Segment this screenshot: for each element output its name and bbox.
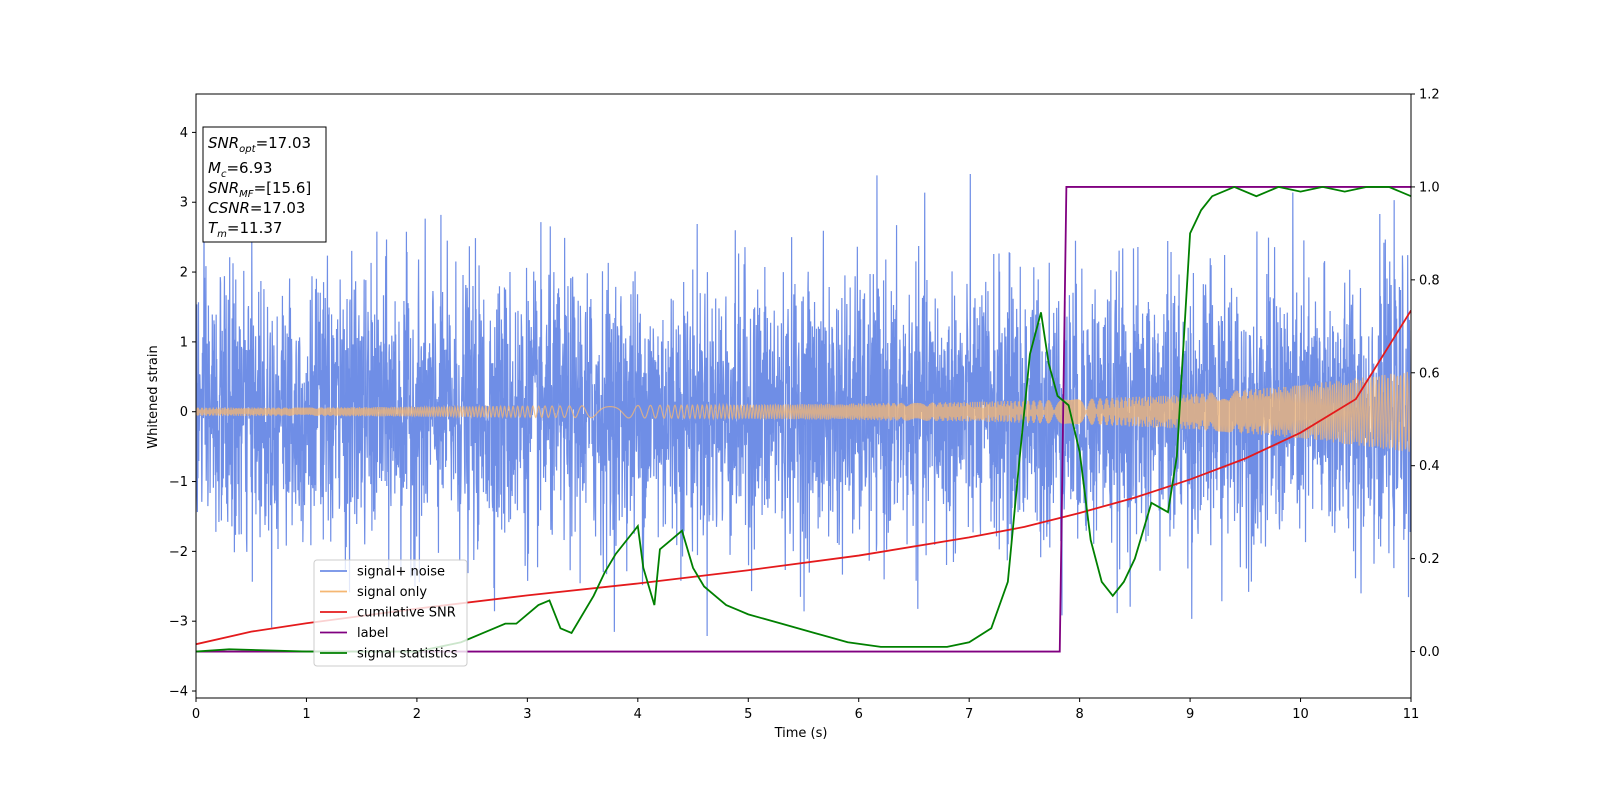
y-right-tick-label: 0.6	[1419, 366, 1440, 381]
y-left-tick-label: 2	[180, 266, 188, 281]
y-right-axis-ticks: 0.0 0.2 0.4 0.6 0.8 1.0 1.2	[1411, 88, 1440, 660]
legend: signal+ noise signal only cumilative SNR la…	[313, 559, 468, 667]
y-left-tick-label: 0	[180, 405, 188, 420]
y-axis-label: Whitened strain	[146, 345, 161, 448]
y-left-tick-label: −4	[169, 685, 188, 700]
y-right-tick-label: 0.8	[1419, 273, 1440, 288]
annotation-line: Tm=11.37	[208, 219, 282, 240]
y-left-tick-label: 4	[180, 126, 188, 141]
x-tick-label: 3	[523, 707, 531, 722]
y-left-axis-ticks: −4 −3 −2 −1 0 1 2 3 4	[169, 126, 196, 700]
annotation-line: Mc=6.93	[208, 159, 272, 180]
x-tick-label: 0	[192, 707, 200, 722]
x-tick-label: 1	[302, 707, 310, 722]
y-right-tick-label: 0.2	[1419, 552, 1440, 567]
x-tick-label: 11	[1403, 707, 1420, 722]
y-left-tick-label: 3	[180, 196, 188, 211]
plot-frame	[195, 93, 1412, 699]
series-layer	[196, 173, 1411, 653]
series-label-line	[196, 186, 1411, 653]
annotation-line: CSNR=17.03	[208, 199, 305, 217]
x-tick-label: 5	[744, 707, 752, 722]
legend-entry-label: signal+ noise	[357, 565, 445, 580]
y-left-tick-label: 1	[180, 335, 188, 350]
series-signal-noise-line	[196, 173, 1411, 637]
x-tick-label: 10	[1292, 707, 1309, 722]
annotation-line: SNRopt=17.03	[208, 134, 311, 155]
legend-entry-label: label	[357, 626, 388, 641]
series-signal-only-line	[196, 371, 1411, 452]
x-tick-label: 7	[965, 707, 973, 722]
x-tick-label: 9	[1186, 707, 1194, 722]
x-axis-ticks: 0 1 2 3 4 5 6 7 8 9 10 11	[192, 698, 1419, 722]
y-left-tick-label: −1	[169, 475, 188, 490]
series-signal-statistics-line	[196, 185, 1411, 653]
y-right-tick-label: 1.2	[1419, 88, 1440, 103]
legend-entry-label: cumilative SNR	[357, 606, 456, 621]
y-left-tick-label: −3	[169, 615, 188, 630]
x-axis-label: Time (s)	[774, 726, 828, 741]
legend-entry-label: signal only	[357, 585, 427, 600]
y-right-tick-label: 1.0	[1419, 180, 1440, 195]
annotation-frame	[202, 126, 327, 243]
x-tick-label: 8	[1075, 707, 1083, 722]
legend-entry-label: signal statistics	[357, 647, 458, 662]
x-tick-label: 4	[634, 707, 642, 722]
x-tick-label: 2	[413, 707, 421, 722]
y-right-tick-label: 0.4	[1419, 459, 1440, 474]
legend-frame	[313, 559, 468, 667]
annotation-line: SNRMF=[15.6]	[208, 179, 311, 200]
parameter-annotation-box: SNRopt=17.03 Mc=6.93SNRMF=[15.6]CSNR=17.0…	[202, 126, 327, 243]
x-tick-label: 6	[855, 707, 863, 722]
y-left-tick-label: −2	[169, 545, 188, 560]
y-right-tick-label: 0.0	[1419, 645, 1440, 660]
